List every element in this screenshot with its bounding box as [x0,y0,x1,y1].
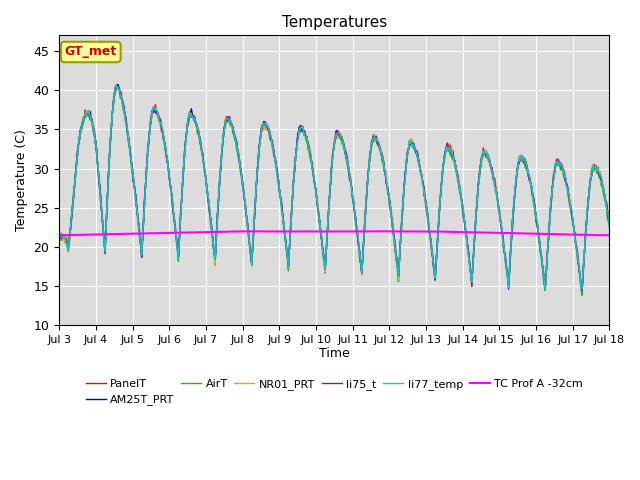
Line: AirT: AirT [59,87,609,295]
Text: GT_met: GT_met [65,46,117,59]
Title: Temperatures: Temperatures [282,15,387,30]
Line: AM25T_PRT: AM25T_PRT [59,84,609,294]
Line: li77_temp: li77_temp [59,84,609,289]
Line: TC Prof A -32cm: TC Prof A -32cm [59,231,609,235]
Line: PanelT: PanelT [59,85,609,293]
Line: li75_t: li75_t [59,87,609,291]
Line: NR01_PRT: NR01_PRT [59,85,609,291]
Y-axis label: Temperature (C): Temperature (C) [15,130,28,231]
X-axis label: Time: Time [319,347,349,360]
Legend: PanelT, AM25T_PRT, AirT, NR01_PRT, li75_t, li77_temp, TC Prof A -32cm: PanelT, AM25T_PRT, AirT, NR01_PRT, li75_… [81,374,588,410]
